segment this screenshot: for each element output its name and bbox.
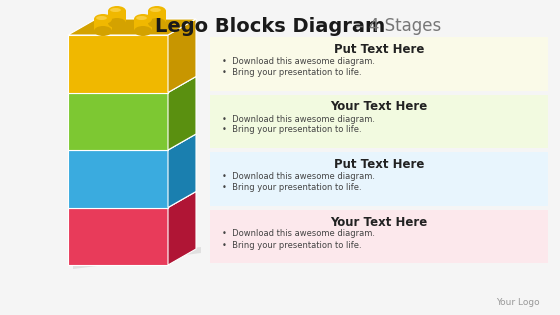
Polygon shape (168, 77, 196, 150)
Polygon shape (68, 134, 196, 150)
Polygon shape (108, 11, 126, 23)
Ellipse shape (134, 26, 152, 36)
Text: – 4 Stages: – 4 Stages (350, 17, 441, 35)
Polygon shape (68, 192, 196, 208)
Polygon shape (148, 11, 166, 23)
Text: Lego Blocks Diagram: Lego Blocks Diagram (155, 17, 385, 36)
Ellipse shape (150, 8, 161, 12)
Ellipse shape (94, 26, 112, 36)
Text: Your Text Here: Your Text Here (330, 100, 428, 113)
Polygon shape (168, 134, 196, 208)
Ellipse shape (134, 14, 152, 24)
Polygon shape (168, 192, 196, 265)
Polygon shape (94, 19, 112, 31)
Polygon shape (73, 247, 201, 269)
Ellipse shape (110, 8, 121, 12)
Polygon shape (68, 35, 168, 93)
Ellipse shape (136, 16, 147, 20)
Text: •  Bring your presentation to life.: • Bring your presentation to life. (222, 240, 362, 249)
Ellipse shape (108, 18, 126, 28)
FancyBboxPatch shape (210, 152, 548, 205)
Text: •  Download this awesome diagram.: • Download this awesome diagram. (222, 57, 375, 66)
Polygon shape (68, 19, 196, 35)
Ellipse shape (108, 6, 126, 16)
Text: •  Download this awesome diagram.: • Download this awesome diagram. (222, 114, 375, 123)
Ellipse shape (148, 18, 166, 28)
Polygon shape (68, 93, 168, 150)
Text: Your Text Here: Your Text Here (330, 215, 428, 228)
FancyBboxPatch shape (210, 209, 548, 263)
Text: Put Text Here: Put Text Here (334, 43, 424, 56)
Polygon shape (68, 77, 196, 93)
Ellipse shape (94, 14, 112, 24)
Text: •  Bring your presentation to life.: • Bring your presentation to life. (222, 183, 362, 192)
Polygon shape (134, 19, 152, 31)
Text: Put Text Here: Put Text Here (334, 158, 424, 171)
Polygon shape (168, 19, 196, 93)
Polygon shape (68, 150, 168, 208)
FancyBboxPatch shape (210, 94, 548, 148)
Polygon shape (68, 208, 168, 265)
Text: Your Logo: Your Logo (496, 298, 540, 307)
Ellipse shape (148, 6, 166, 16)
FancyBboxPatch shape (210, 37, 548, 90)
Text: •  Download this awesome diagram.: • Download this awesome diagram. (222, 172, 375, 181)
Text: •  Bring your presentation to life.: • Bring your presentation to life. (222, 125, 362, 135)
Text: •  Bring your presentation to life.: • Bring your presentation to life. (222, 68, 362, 77)
Text: •  Download this awesome diagram.: • Download this awesome diagram. (222, 230, 375, 238)
Ellipse shape (96, 16, 107, 20)
